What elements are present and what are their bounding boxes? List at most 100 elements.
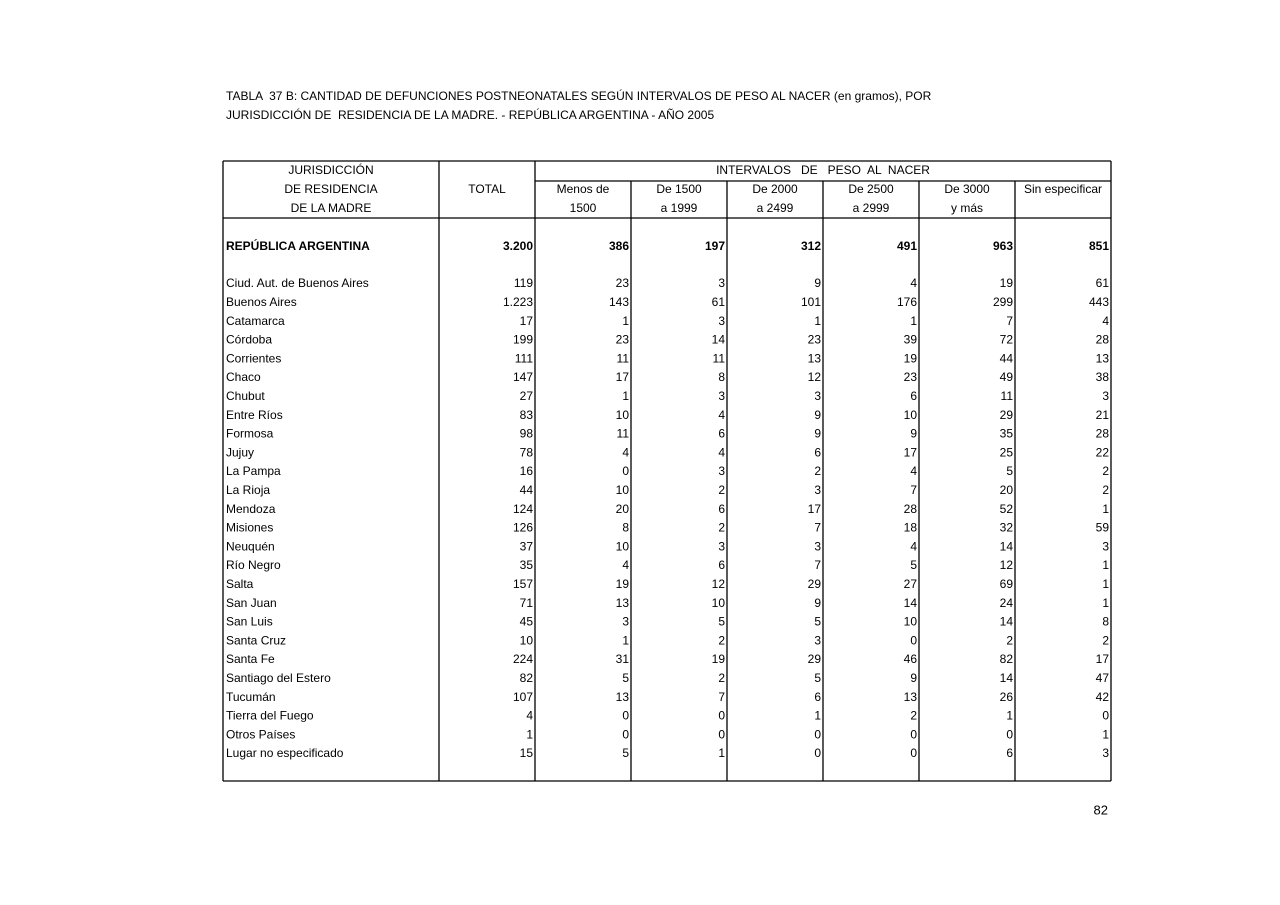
column-header: a 2999 [853,201,890,215]
row-label: Otros Países [226,727,295,741]
cell: 42 [1096,690,1110,704]
cell: 111 [515,351,534,365]
cell: 3 [718,464,725,478]
cell: 7 [814,521,821,535]
cell: 16 [520,464,534,478]
cell: 1 [622,389,629,403]
cell: 15 [520,746,534,760]
cell: 6 [910,389,917,403]
cell: 224 [513,652,533,666]
cell: 4 [718,408,725,422]
cell: 83 [520,408,534,422]
cell: 9 [814,408,821,422]
cell: 4 [526,709,533,723]
cell: 3 [718,389,725,403]
cell: 19 [616,577,630,591]
cell: 22 [1096,445,1110,459]
cell: 13 [616,690,630,704]
cell: 0 [718,709,725,723]
cell: 28 [904,502,918,516]
group-header: INTERVALOS DE PESO AL NACER [716,163,930,177]
cell: 3 [1102,389,1109,403]
cell: 4 [718,445,725,459]
cell: 11 [617,427,630,441]
table-frame [222,160,1112,782]
cell: 1 [1102,596,1109,610]
cell: 45 [520,615,534,629]
cell: 299 [993,295,1013,309]
column-header: DE LA MADRE [291,201,372,215]
cell: 19 [1000,276,1014,290]
column-header: TOTAL [468,182,506,196]
cell: 3 [814,483,821,497]
cell: 143 [609,295,629,309]
cell: 19 [712,652,726,666]
cell: 9 [814,596,821,610]
cell: 3 [1102,746,1109,760]
column-header: De 2000 [752,182,798,196]
cell: 10 [904,408,918,422]
cell: 59 [1096,521,1110,535]
cell: 18 [904,521,918,535]
cell: 44 [520,483,534,497]
row-label: Chaco [226,370,261,384]
cell: 157 [513,577,533,591]
cell: 6 [718,502,725,516]
cell: 1 [814,709,821,723]
cell: 0 [622,464,629,478]
cell: 1 [814,314,821,328]
cell: 78 [520,445,534,459]
cell: 17 [520,314,534,328]
cell: 176 [897,295,917,309]
cell: 10 [904,615,918,629]
cell: 14 [712,333,726,347]
cell: 2 [1102,483,1109,497]
cell: 2 [718,633,725,647]
cell: 11 [713,351,726,365]
cell: 3 [622,615,629,629]
cell: 12 [1000,558,1014,572]
cell: 4 [910,464,917,478]
row-label: Santiago del Estero [226,671,331,685]
cell: 2 [718,521,725,535]
cell: 2 [718,671,725,685]
cell: 46 [904,652,918,666]
cell: 17 [1096,652,1110,666]
cell: 2 [1102,464,1109,478]
cell: 4 [622,558,629,572]
cell: 44 [1000,351,1014,365]
cell: 13 [904,690,918,704]
cell: 3 [1102,539,1109,553]
cell: 1 [1102,502,1109,516]
row-label: San Juan [226,596,277,610]
cell: 0 [910,727,917,741]
cell: 6 [814,445,821,459]
cell: 5 [622,671,629,685]
row-label: Entre Ríos [226,408,283,422]
cell: 10 [616,483,630,497]
cell: 197 [705,239,725,253]
cell: 3 [718,539,725,553]
cell: 5 [814,671,821,685]
row-label: Misiones [226,521,273,535]
cell: 12 [808,370,822,384]
cell: 82 [520,671,534,685]
cell: 443 [1089,295,1109,309]
cell: 1 [622,633,629,647]
cell: 101 [801,295,821,309]
column-header: 1500 [570,201,597,215]
cell: 23 [616,276,630,290]
cell: 8 [718,370,725,384]
cell: 23 [808,333,822,347]
cell: 10 [520,633,534,647]
column-header: Sin especificar [1024,182,1102,196]
cell: 4 [910,276,917,290]
cell: 52 [1000,502,1014,516]
cell: 14 [904,596,918,610]
cell: 0 [1006,727,1013,741]
row-label: San Luis [226,615,273,629]
row-label: Ciud. Aut. de Buenos Aires [226,276,369,290]
cell: 1 [910,314,917,328]
cell: 4 [910,539,917,553]
